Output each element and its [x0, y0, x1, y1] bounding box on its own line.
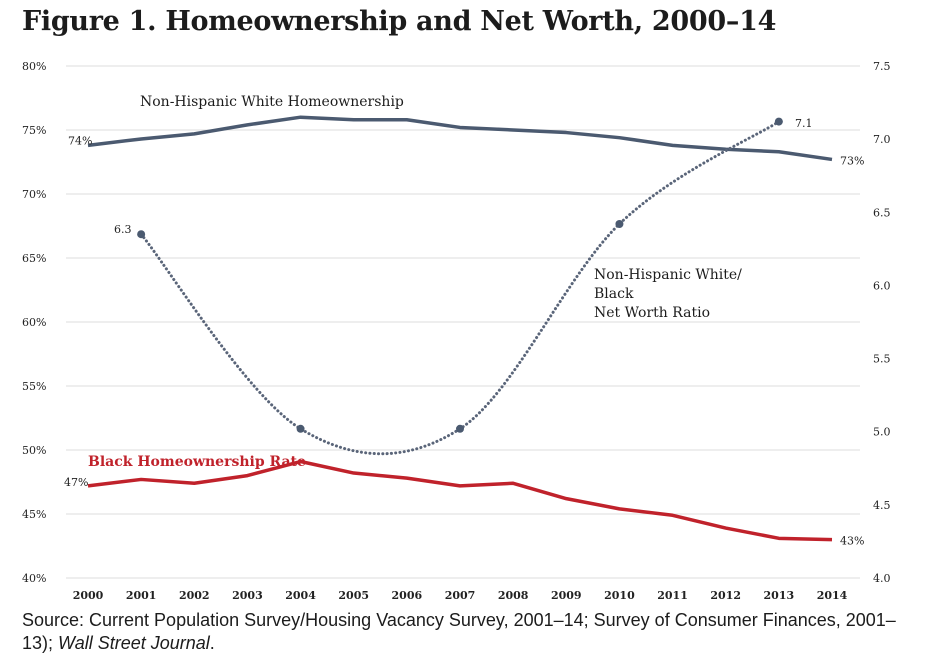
left-tick-label: 65% [22, 252, 46, 265]
source-end: . [209, 633, 215, 653]
net-worth-ratio-line [139, 120, 781, 456]
x-tick-label: 2010 [604, 589, 635, 602]
x-axis: 2000 2001 2002 2003 2004 2005 2006 2007 2008 2009… [73, 589, 848, 602]
series-labels: Non-Hispanic White Homeownership 74% 73% Bl… [64, 94, 864, 548]
net-worth-ratio-label-line: Net Worth Ratio [594, 305, 710, 321]
right-tick-label: 4.0 [873, 572, 891, 585]
right-tick-label: 6.0 [873, 279, 891, 292]
ratio-end-value: 7.1 [795, 117, 813, 130]
net-worth-ratio-point [296, 424, 305, 433]
white-homeownership-line [87, 115, 833, 162]
net-worth-ratio-point [456, 424, 464, 433]
series-layer [87, 115, 833, 542]
x-tick-label: 2004 [285, 589, 316, 602]
x-tick-label: 2005 [338, 589, 369, 602]
left-tick-label: 50% [22, 444, 46, 457]
source-note: Source: Current Population Survey/Housin… [22, 609, 922, 655]
left-tick-label: 55% [22, 380, 46, 393]
right-tick-label: 7.0 [873, 133, 891, 146]
net-worth-ratio-point [137, 230, 146, 239]
net-worth-ratio-label-line: Non-Hispanic White/ [594, 267, 742, 283]
source-text: Source: Current Population Survey/Housin… [22, 610, 896, 653]
black-homeownership-label: Black Homeownership Rate [88, 454, 306, 470]
x-tick-label: 2008 [498, 589, 529, 602]
left-tick-label: 40% [22, 572, 46, 585]
x-tick-label: 2001 [126, 589, 157, 602]
left-y-axis: 40% 45% 50% 55% 60% 65% 70% 75% 80% [22, 60, 46, 585]
x-tick-label: 2006 [392, 589, 423, 602]
figure-title: Figure 1. Homeownership and Net Worth, 2… [22, 6, 777, 37]
x-tick-label: 2009 [551, 589, 582, 602]
right-tick-label: 7.5 [873, 60, 891, 73]
ratio-start-value: 6.3 [114, 223, 132, 236]
black-end-value: 43% [840, 535, 864, 548]
x-tick-label: 2002 [179, 589, 210, 602]
x-tick-label: 2013 [764, 589, 795, 602]
white-end-value: 73% [840, 154, 864, 167]
right-tick-label: 5.0 [873, 426, 891, 439]
x-tick-label: 2012 [710, 589, 741, 602]
x-tick-label: 2007 [445, 589, 476, 602]
right-tick-label: 4.5 [873, 499, 891, 512]
gridlines [66, 65, 860, 579]
left-tick-label: 60% [22, 316, 46, 329]
net-worth-ratio-label-line: Black [594, 286, 634, 302]
x-tick-label: 2003 [232, 589, 263, 602]
white-homeownership-label: Non-Hispanic White Homeownership [140, 94, 404, 110]
x-tick-label: 2000 [73, 589, 104, 602]
right-tick-label: 5.5 [873, 353, 891, 366]
chart-svg: 40% 45% 50% 55% 60% 65% 70% 75% 80% 4.0 4.5 5.0 5.5… [22, 60, 891, 602]
black-start-value: 47% [64, 476, 88, 489]
left-tick-label: 70% [22, 188, 46, 201]
net-worth-ratio-point [774, 117, 783, 126]
left-tick-label: 75% [22, 124, 46, 137]
x-tick-label: 2011 [657, 589, 688, 602]
white-start-value: 74% [68, 134, 92, 147]
black-homeownership-line [87, 459, 833, 542]
left-tick-label: 45% [22, 508, 46, 521]
x-tick-label: 2014 [817, 589, 848, 602]
right-tick-label: 6.5 [873, 206, 891, 219]
left-tick-label: 80% [22, 60, 46, 73]
net-worth-ratio-point [615, 219, 624, 228]
source-publication: Wall Street Journal [58, 633, 210, 653]
right-y-axis: 4.0 4.5 5.0 5.5 6.0 6.5 7.0 7.5 [873, 60, 891, 585]
